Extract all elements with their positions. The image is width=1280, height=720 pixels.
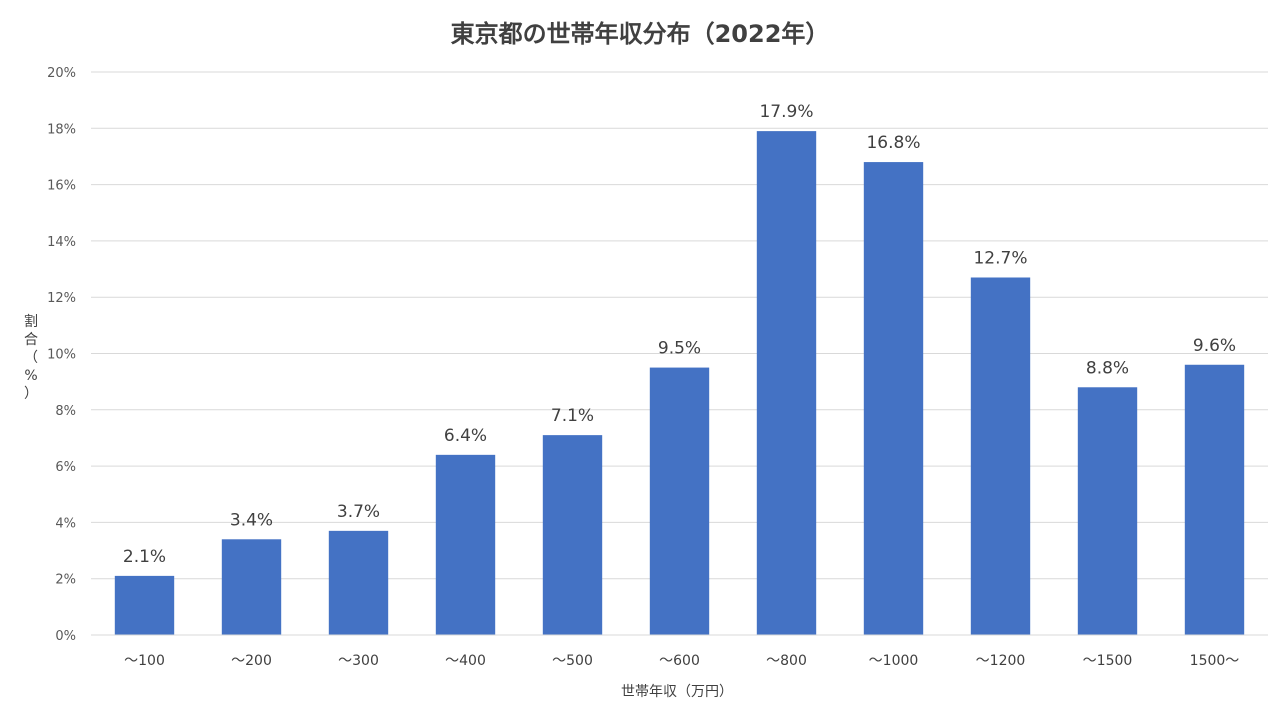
x-tick-label: ～600 (659, 653, 700, 669)
bar (114, 575, 175, 635)
x-tick-label: ～1000 (869, 653, 919, 669)
data-label: 8.8% (1086, 358, 1129, 378)
bars (114, 131, 1245, 636)
x-tick-label: ～800 (766, 653, 807, 669)
bar (756, 131, 817, 636)
y-tick-label: 4% (55, 516, 76, 531)
x-tick-label: 1500～ (1190, 653, 1240, 669)
y-tick-label: 8% (55, 404, 76, 419)
y-tick-label: 20% (47, 66, 76, 81)
y-tick-label: 16% (47, 179, 76, 194)
data-label: 9.5% (658, 339, 701, 359)
x-tick-label: ～1500 (1083, 653, 1133, 669)
x-axis-title: 世帯年収（万円） (621, 684, 733, 700)
data-label: 16.8% (866, 133, 920, 153)
x-tick-label: ～200 (231, 653, 272, 669)
y-axis-title: 割合（%） (24, 313, 38, 402)
y-tick-label: 2% (55, 573, 76, 588)
bar (863, 162, 924, 635)
y-tick-label: 14% (47, 235, 76, 250)
bar (435, 454, 496, 635)
y-tick-label: 18% (47, 122, 76, 137)
bar (649, 367, 710, 635)
bar (970, 277, 1031, 635)
y-tick-label: 10% (47, 348, 76, 363)
x-tick-label: ～300 (338, 653, 379, 669)
x-tick-label: ～400 (445, 653, 486, 669)
bar (1184, 364, 1245, 635)
bar (1077, 387, 1138, 635)
data-label: 6.4% (444, 426, 487, 446)
x-tick-label: ～1200 (976, 653, 1026, 669)
y-axis-ticks: 0% 2% 4% 6% 8% 10% 12% 14% 16% 18% 20% (47, 66, 76, 644)
data-label: 12.7% (973, 248, 1027, 268)
y-tick-label: 6% (55, 460, 76, 475)
data-label: 9.6% (1193, 336, 1236, 356)
data-label: 3.7% (337, 502, 380, 522)
data-label: 2.1% (123, 547, 166, 567)
bar (542, 435, 603, 635)
x-tick-label: ～100 (124, 653, 165, 669)
data-label: 7.1% (551, 406, 594, 426)
x-tick-label: ～500 (552, 653, 593, 669)
data-labels: 2.1% 3.4% 3.7% 6.4% 7.1% 9.5% 17.9% 16.8% 12.7% 8… (123, 102, 1236, 567)
y-tick-label: 12% (47, 291, 76, 306)
y-tick-label: 0% (55, 629, 76, 644)
bar (328, 530, 389, 635)
data-label: 3.4% (230, 510, 273, 530)
chart-title: 東京都の世帯年収分布（2022年） (450, 20, 830, 48)
x-axis-ticks: ～100 ～200 ～300 ～400 ～500 ～600 ～800 ～1000 ～1200 ～1… (124, 653, 1239, 669)
data-label: 17.9% (759, 102, 813, 122)
bar (221, 539, 282, 635)
